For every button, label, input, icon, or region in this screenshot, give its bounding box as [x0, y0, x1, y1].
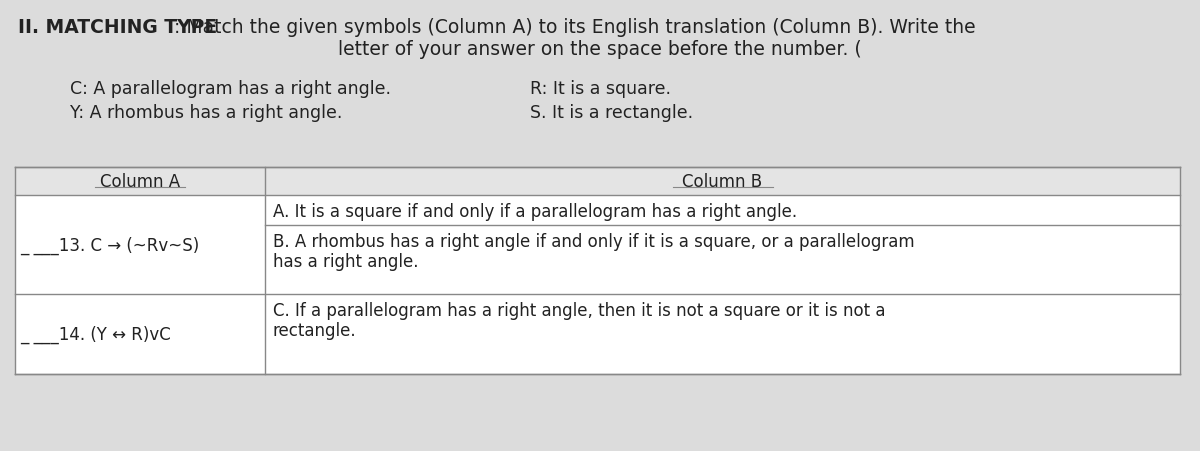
Text: Y: A rhombus has a right angle.: Y: A rhombus has a right angle.	[70, 104, 342, 122]
Text: _ ___14. (Y ↔ R)vC: _ ___14. (Y ↔ R)vC	[20, 325, 170, 343]
Text: II. MATCHING TYPE: II. MATCHING TYPE	[18, 18, 217, 37]
Text: R: It is a square.: R: It is a square.	[530, 80, 671, 98]
Text: C. If a parallelogram has a right angle, then it is not a square or it is not a: C. If a parallelogram has a right angle,…	[274, 301, 886, 319]
Text: Column A: Column A	[100, 173, 180, 191]
Text: S. It is a rectangle.: S. It is a rectangle.	[530, 104, 694, 122]
Text: rectangle.: rectangle.	[274, 321, 356, 339]
Text: C: A parallelogram has a right angle.: C: A parallelogram has a right angle.	[70, 80, 391, 98]
Text: : Match the given symbols (Column A) to its English translation (Column B). Writ: : Match the given symbols (Column A) to …	[174, 18, 976, 37]
Bar	[14, 168, 1180, 196]
Bar	[14, 168, 1180, 374]
Text: has a right angle.: has a right angle.	[274, 253, 419, 271]
Text: _ ___13. C → (~Rv~S): _ ___13. C → (~Rv~S)	[20, 236, 199, 254]
Text: B. A rhombus has a right angle if and only if it is a square, or a parallelogram: B. A rhombus has a right angle if and on…	[274, 232, 914, 250]
Text: Column B: Column B	[683, 173, 762, 191]
Text: letter of your answer on the space before the number. (: letter of your answer on the space befor…	[338, 40, 862, 59]
Text: A. It is a square if and only if a parallelogram has a right angle.: A. It is a square if and only if a paral…	[274, 202, 797, 221]
